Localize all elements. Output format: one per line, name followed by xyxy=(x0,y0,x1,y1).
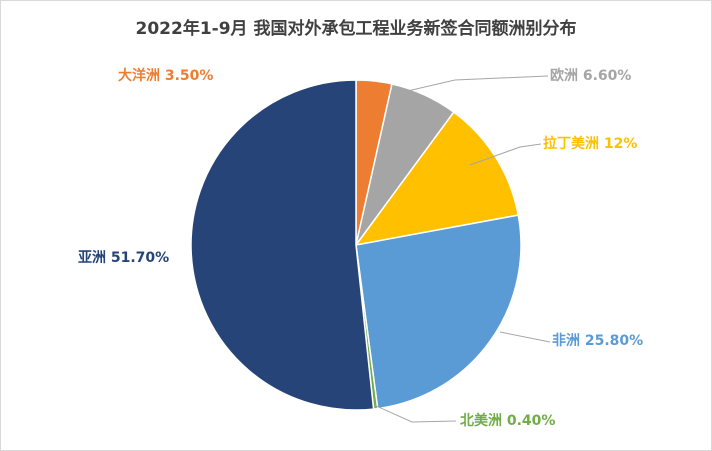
data-label-非洲: 非洲 25.80% xyxy=(552,332,643,349)
leader-lines xyxy=(373,75,551,423)
data-label-拉丁美洲: 拉丁美洲 12% xyxy=(543,135,637,152)
leader-line-拉丁美洲 xyxy=(469,143,542,166)
pie-slice-拉丁美洲 xyxy=(354,111,520,247)
leader-line-非洲 xyxy=(499,331,551,343)
leader-line-欧洲 xyxy=(389,75,549,96)
data-label-大洋洲: 大洋洲 3.50% xyxy=(118,67,213,84)
data-label-欧洲: 欧洲 6.60% xyxy=(550,67,631,84)
pie-slices xyxy=(190,79,522,411)
leader-line-北美洲 xyxy=(373,404,457,423)
data-label-北美洲: 北美洲 0.40% xyxy=(460,412,555,429)
pie-slice-亚洲 xyxy=(190,79,375,411)
pie-slice-非洲 xyxy=(355,214,522,410)
data-labels: 大洋洲 3.50% 欧洲 6.60% 拉丁美洲 12% 非洲 25.80% 北美洲 0.… xyxy=(78,67,643,429)
data-label-亚洲: 亚洲 51.70% xyxy=(78,250,169,266)
chart-title: 2022年1-9月 我国对外承包工程业务新签合同额洲别分布 xyxy=(135,19,577,39)
